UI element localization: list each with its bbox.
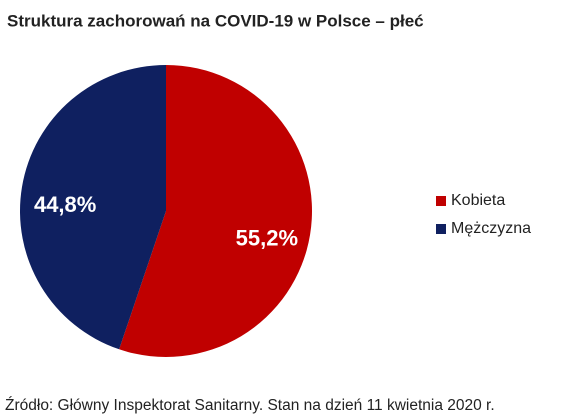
data-label: 44,8% [34, 192, 96, 217]
data-label: 55,2% [236, 225, 298, 250]
pie-slice [119, 65, 312, 357]
source: Źródło: Główny Inspektorat Sanitarny. St… [5, 397, 495, 414]
legend-label: Mężczyzna [451, 220, 531, 237]
chart-title: Struktura zachorowań na COVID-19 w Polsc… [7, 11, 424, 30]
legend-swatch [436, 224, 446, 234]
pie-slice [19, 65, 167, 350]
legend-swatch [436, 196, 446, 206]
legend-label: Kobieta [451, 192, 505, 209]
